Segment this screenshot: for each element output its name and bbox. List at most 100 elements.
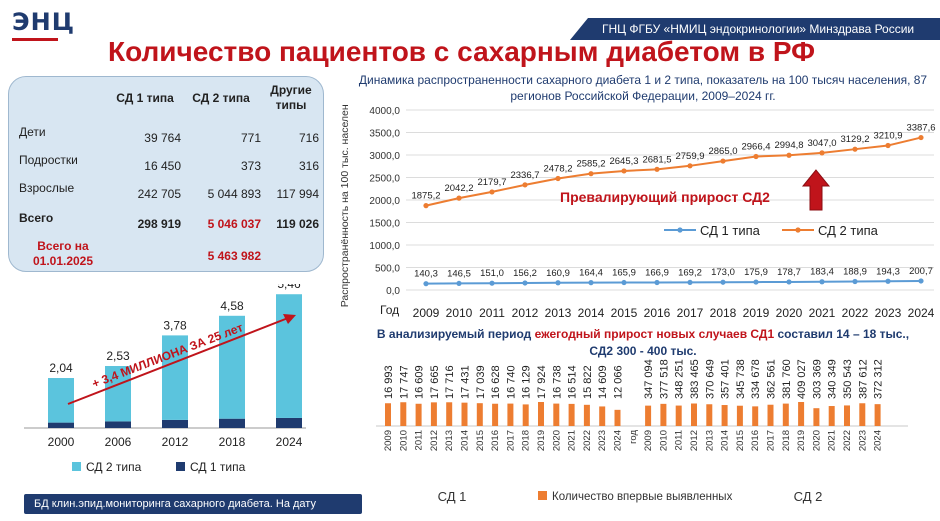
data-point bbox=[918, 134, 924, 141]
table-header-sd2: СД 2 типа bbox=[192, 91, 250, 105]
data-point bbox=[654, 166, 660, 172]
new-cases-bar bbox=[553, 403, 560, 426]
prevalence-annotation: Превалирующий прирост СД2 bbox=[560, 189, 770, 205]
table-cell: 5 046 037 bbox=[207, 217, 261, 231]
data-label: 164,4 bbox=[579, 268, 603, 279]
data-label: 151,0 bbox=[480, 268, 504, 279]
bar-data-label: 16 129 bbox=[521, 365, 533, 399]
data-label: 2645,3 bbox=[609, 156, 638, 167]
data-point bbox=[621, 279, 627, 286]
bar-data-label: 16 738 bbox=[551, 365, 563, 399]
data-point bbox=[522, 280, 528, 286]
bar-data-label: 372 312 bbox=[873, 359, 885, 399]
bar-data-label: 17 431 bbox=[460, 365, 472, 399]
legend-swatch-sd1 bbox=[176, 462, 185, 471]
x-tick-label: 2019 bbox=[796, 430, 807, 451]
new-cases-bar bbox=[859, 403, 866, 426]
y-axis-label: Распространённость на 100 тыс. населения bbox=[339, 104, 351, 307]
bar-data-label: 383 465 bbox=[689, 359, 701, 399]
bar-data-label: 377 518 bbox=[658, 359, 670, 399]
data-point bbox=[423, 281, 429, 287]
data-point bbox=[654, 279, 660, 286]
x-tick-label: 2016 bbox=[750, 430, 761, 451]
table-cell: 16 450 bbox=[144, 159, 181, 173]
new-cases-bar bbox=[492, 403, 499, 426]
x-tick-label: 2021 bbox=[809, 306, 836, 320]
data-label: 166,9 bbox=[645, 267, 669, 278]
x-tick-label: 2010 bbox=[658, 430, 669, 451]
new-cases-bar bbox=[599, 406, 606, 426]
bar-data-label: 16 514 bbox=[567, 365, 579, 399]
data-point bbox=[786, 279, 792, 285]
table-cell: 771 bbox=[240, 131, 261, 145]
x-tick-label: 2017 bbox=[766, 430, 777, 451]
data-point bbox=[819, 279, 825, 285]
legend-swatch bbox=[538, 491, 547, 500]
new-cases-bar bbox=[400, 402, 407, 426]
bar-data-label: 409 027 bbox=[796, 359, 808, 399]
data-point bbox=[588, 280, 594, 286]
bar-data-label: 362 561 bbox=[766, 359, 778, 399]
legend-label: Количество впервые выявленных bbox=[552, 491, 733, 503]
x-tick-label: 2014 bbox=[720, 430, 731, 451]
separator-label: год bbox=[628, 430, 639, 444]
patients-table: СД 1 типа СД 2 типа Другие типы Дети 39 … bbox=[8, 76, 324, 272]
y-tick-label: 4000,0 bbox=[369, 106, 400, 117]
new-cases-bar bbox=[706, 404, 713, 426]
x-tick-label: 2013 bbox=[444, 430, 455, 451]
annotation-highlight: ежегодный прирост новых случаев СД1 bbox=[534, 327, 775, 341]
new-cases-bar bbox=[782, 403, 789, 426]
bar-data-label: 2,04 bbox=[49, 361, 73, 375]
x-tick-label: 2016 bbox=[490, 430, 501, 451]
data-label: 1875,2 bbox=[411, 191, 440, 202]
x-tick-label: 2012 bbox=[512, 306, 539, 320]
x-tick-label: 2022 bbox=[842, 306, 869, 320]
x-tick-label: 2012 bbox=[162, 435, 189, 449]
bar-sd1 bbox=[276, 417, 302, 428]
x-tick-label: 2024 bbox=[613, 430, 624, 451]
data-point bbox=[885, 278, 891, 284]
x-tick-label: 2006 bbox=[105, 435, 132, 449]
x-tick-label: 2020 bbox=[811, 430, 822, 451]
x-tick-label: 2011 bbox=[674, 430, 685, 450]
bar-sd2 bbox=[219, 315, 245, 419]
bar-data-label: 17 716 bbox=[444, 365, 456, 399]
table-row-label: Дети bbox=[19, 125, 46, 139]
organization-banner: ГНЦ ФГБУ «НМИЦ эндокринологии» Минздрава… bbox=[570, 18, 940, 40]
data-label: 2585,2 bbox=[576, 159, 605, 170]
data-point bbox=[687, 279, 693, 285]
data-point bbox=[819, 150, 825, 156]
bar-data-label: 3,78 bbox=[163, 318, 187, 332]
group-label: СД 1 bbox=[438, 489, 467, 504]
x-tick-label: 2013 bbox=[545, 306, 572, 320]
data-label: 156,2 bbox=[513, 268, 537, 279]
new-cases-bar bbox=[844, 405, 850, 426]
bar-data-label: 17 039 bbox=[475, 365, 487, 399]
table-cell: 716 bbox=[298, 131, 319, 145]
data-label: 188,9 bbox=[843, 266, 867, 277]
data-point bbox=[918, 278, 924, 284]
x-tick-label: 2018 bbox=[781, 430, 792, 451]
prevalence-line-chart: 0,0 500,0 1000,0 1500,0 2000,0 2500,0 3000,0 35… bbox=[339, 104, 936, 320]
x-tick-label: 2023 bbox=[875, 306, 902, 320]
new-cases-bar bbox=[614, 409, 621, 426]
data-label: 140,3 bbox=[414, 269, 438, 280]
data-point bbox=[588, 171, 594, 177]
data-label: 2759,9 bbox=[675, 151, 704, 162]
bar-data-label: 16 628 bbox=[490, 365, 502, 399]
data-label: 3129,2 bbox=[840, 134, 869, 145]
line-chart-title: Динамика распространенности сахарного ди… bbox=[358, 73, 928, 103]
data-label: 2336,7 bbox=[510, 170, 539, 181]
x-tick-label: 2014 bbox=[578, 306, 605, 320]
new-cases-bar bbox=[568, 403, 575, 426]
new-cases-bar bbox=[583, 404, 590, 426]
data-label: 2966,4 bbox=[741, 142, 770, 153]
x-tick-label: 2023 bbox=[857, 430, 868, 451]
patients-table-grid: СД 1 типа СД 2 типа Другие типы Дети 39 … bbox=[9, 77, 325, 273]
annotation-part1: В анализируемый период bbox=[376, 327, 535, 341]
logo: ЭНЦ bbox=[12, 8, 82, 48]
bar-data-label: 357 401 bbox=[720, 359, 732, 399]
new-cases-bar bbox=[385, 403, 391, 426]
bar-data-label: 17 665 bbox=[429, 365, 441, 399]
bar-sd1 bbox=[162, 419, 188, 428]
